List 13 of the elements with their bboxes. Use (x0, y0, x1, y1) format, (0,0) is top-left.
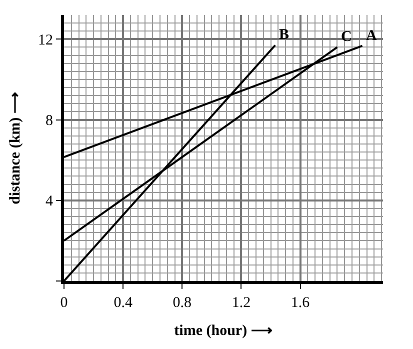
x-tick-label: 1.2 (232, 295, 251, 311)
x-tick-label: 0.8 (172, 295, 192, 311)
series-label: B (279, 27, 290, 43)
y-tick-label: 4 (46, 194, 54, 210)
x-tick-label: 0.4 (114, 295, 133, 311)
series-label: A (366, 28, 377, 44)
x-tick-label: 0 (60, 295, 68, 311)
x-tick-label: 1.6 (290, 295, 310, 311)
x-axis-title: time (hour) ⟶ (174, 323, 273, 339)
y-axis-title: distance (km) ⟶ (7, 92, 24, 204)
series-label: C (341, 29, 352, 45)
y-tick-label: 12 (38, 32, 53, 48)
y-tick-label: 8 (46, 113, 53, 130)
